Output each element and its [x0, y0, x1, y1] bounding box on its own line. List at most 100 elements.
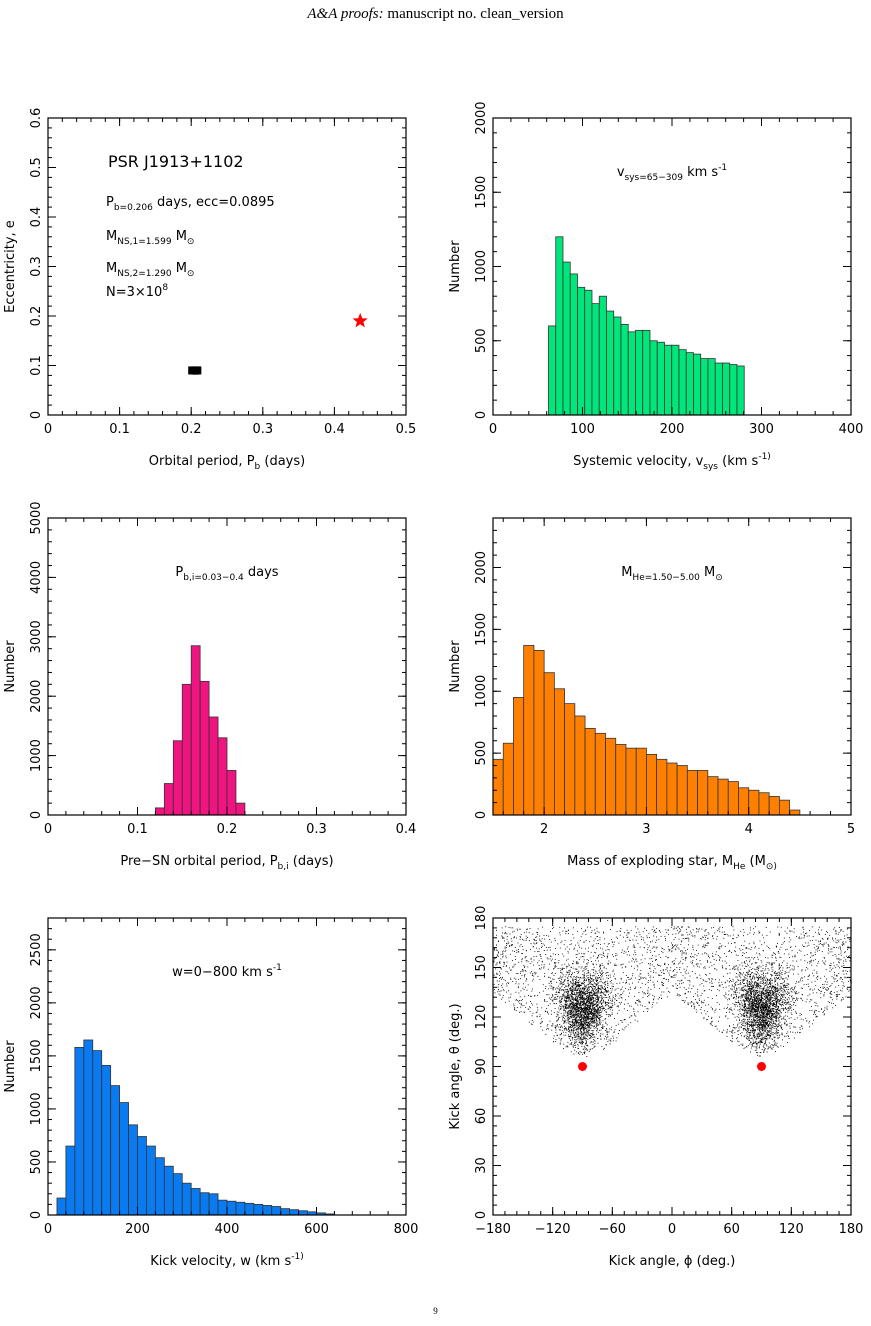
kick-sample — [496, 934, 497, 936]
kick-sample — [498, 984, 500, 986]
kick-sample — [701, 1002, 703, 1004]
kick-sample — [743, 953, 745, 954]
kick-sample — [751, 977, 753, 979]
kick-sample — [495, 968, 496, 970]
kick-sample — [583, 990, 585, 991]
kick-sample — [582, 1014, 584, 1016]
kick-sample — [578, 992, 579, 994]
kick-sample — [770, 1046, 772, 1048]
kick-sample — [585, 1041, 587, 1043]
kick-sample — [590, 1020, 592, 1022]
kick-sample — [792, 988, 793, 990]
kick-sample — [653, 999, 654, 1001]
kick-sample — [721, 966, 723, 968]
kick-sample — [609, 1014, 611, 1016]
kick-sample — [786, 932, 788, 934]
kick-sample — [505, 926, 507, 928]
kick-sample — [799, 980, 801, 982]
kick-sample — [678, 928, 680, 930]
kick-sample — [797, 952, 799, 954]
manuscript-id: manuscript no. clean_version — [387, 6, 564, 22]
kick-sample — [648, 994, 650, 996]
kick-sample — [579, 1024, 581, 1025]
kick-sample — [816, 972, 818, 974]
kick-sample — [702, 979, 704, 981]
kick-sample — [582, 1004, 584, 1006]
kick-sample — [588, 985, 590, 987]
kick-sample — [568, 992, 569, 994]
kick-sample — [568, 948, 570, 950]
kick-sample — [578, 994, 580, 996]
kick-sample — [588, 982, 590, 984]
kick-sample — [672, 928, 674, 930]
kick-sample — [793, 928, 795, 930]
kick-sample — [743, 931, 745, 933]
x-tick-label: 400 — [839, 422, 864, 437]
kick-sample — [784, 930, 786, 932]
kick-sample — [687, 972, 689, 974]
kick-sample — [600, 947, 602, 949]
kick-sample — [584, 1037, 586, 1038]
kick-sample — [731, 952, 732, 953]
kick-sample — [577, 985, 579, 987]
kick-sample — [696, 928, 698, 930]
kick-sample — [580, 1000, 582, 1002]
kick-sample — [736, 981, 738, 983]
kick-sample — [607, 1031, 609, 1033]
kick-sample — [603, 1048, 604, 1050]
kick-sample — [804, 960, 806, 962]
kick-sample — [630, 1015, 632, 1017]
y-tick-label: 0 — [474, 811, 489, 819]
kick-sample — [581, 1010, 583, 1012]
kick-sample — [831, 999, 833, 1001]
kick-sample — [599, 1010, 600, 1012]
kick-sample — [772, 954, 774, 956]
kick-sample — [523, 1005, 525, 1007]
kick-sample — [726, 933, 728, 935]
kick-sample — [650, 970, 652, 972]
kick-sample — [498, 978, 500, 979]
kick-sample — [840, 989, 841, 991]
kick-sample — [826, 989, 828, 991]
kick-sample — [592, 994, 594, 996]
kick-sample — [703, 999, 705, 1001]
kick-sample — [645, 983, 646, 985]
kick-sample — [748, 948, 750, 950]
kick-sample — [496, 944, 498, 946]
histogram-bar — [154, 1157, 165, 1216]
kick-sample — [756, 976, 758, 978]
kick-sample — [636, 965, 638, 967]
y-tick-label: 1000 — [474, 675, 489, 708]
kick-sample — [849, 960, 851, 962]
kick-sample — [585, 1003, 587, 1004]
kick-sample — [586, 995, 588, 997]
kick-sample — [569, 1017, 571, 1019]
kick-sample — [640, 973, 642, 975]
kick-sample — [639, 934, 641, 936]
kick-sample — [703, 946, 705, 948]
x-tick-label: 0 — [44, 822, 52, 837]
kick-sample — [565, 933, 567, 935]
kick-sample — [579, 998, 581, 1000]
kick-sample — [786, 1025, 788, 1027]
kick-sample — [563, 1021, 565, 1023]
kick-sample — [601, 999, 602, 1001]
kick-sample — [513, 964, 515, 966]
histogram-bar — [620, 324, 629, 416]
kick-sample — [555, 1041, 557, 1042]
kick-sample — [795, 1011, 796, 1013]
kick-sample — [583, 956, 585, 958]
kick-sample — [548, 982, 550, 984]
kick-sample — [529, 928, 531, 930]
kick-sample — [581, 1036, 583, 1038]
histogram-bar — [533, 650, 545, 816]
kick-sample — [768, 962, 770, 963]
kick-sample — [581, 1027, 583, 1029]
kick-sample — [553, 997, 555, 999]
kick-sample — [711, 936, 713, 938]
kick-sample — [604, 1004, 606, 1006]
kick-sample — [830, 948, 832, 950]
kick-sample — [732, 1024, 734, 1026]
kick-sample — [640, 987, 642, 989]
kick-sample — [519, 936, 521, 938]
